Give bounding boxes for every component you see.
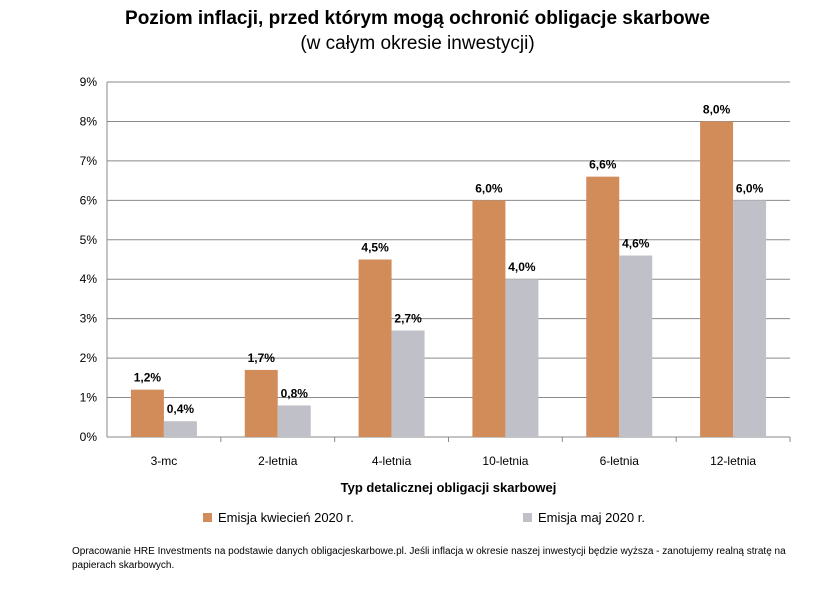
bar-april	[358, 259, 392, 437]
legend-swatch-may	[523, 513, 532, 522]
bar-april	[700, 121, 734, 437]
bar-april	[586, 176, 620, 437]
y-tick-label: 7%	[80, 154, 98, 168]
bar-may	[619, 255, 653, 437]
x-tick-label: 4-letnia	[372, 454, 412, 468]
bar-may	[733, 200, 767, 437]
data-label: 6,0%	[736, 181, 764, 195]
y-tick-label: 5%	[80, 233, 98, 247]
bar-may	[391, 330, 425, 437]
data-label: 0,8%	[281, 386, 309, 400]
chart-title: Poziom inflacji, przed którym mogą ochro…	[125, 8, 710, 29]
y-tick-label: 4%	[80, 272, 98, 286]
x-tick-label: 6-letnia	[600, 454, 640, 468]
data-label: 1,2%	[134, 371, 162, 385]
data-label: 0,4%	[167, 402, 195, 416]
data-label: 4,0%	[508, 260, 536, 274]
x-tick-label: 12-letnia	[710, 454, 756, 468]
data-label: 4,5%	[361, 241, 389, 255]
x-tick-label: 3-mc	[151, 454, 178, 468]
bar-april	[472, 200, 506, 437]
x-axis-title: Typ detalicznej obligacji skarbowej	[341, 480, 557, 495]
data-label: 6,0%	[475, 181, 503, 195]
data-label: 2,7%	[394, 312, 422, 326]
legend-label-april: Emisja kwiecień 2020 r.	[218, 510, 354, 525]
data-label: 1,7%	[248, 351, 276, 365]
bar-may	[277, 405, 311, 437]
y-tick-label: 1%	[80, 391, 98, 405]
y-tick-label: 9%	[80, 75, 98, 89]
chart-subtitle: (w całym okresie inwestycji)	[300, 33, 535, 54]
y-tick-label: 0%	[80, 430, 98, 444]
y-tick-label: 8%	[80, 114, 98, 128]
y-tick-label: 2%	[80, 351, 98, 365]
data-label: 6,6%	[589, 158, 617, 172]
bar-april	[130, 389, 164, 437]
y-tick-label: 6%	[80, 193, 98, 207]
legend-label-may: Emisja maj 2020 r.	[538, 510, 645, 525]
y-tick-label: 3%	[80, 312, 98, 326]
x-tick-label: 10-letnia	[482, 454, 528, 468]
bar-april	[244, 369, 278, 437]
x-tick-label: 2-letnia	[258, 454, 298, 468]
bar-chart: 0% 1% 2% 3% 4% 5% 6% 7% 8% 9% 1,2% 0,4% 3-mc 1,7% 0,8%…	[80, 75, 791, 495]
bar-may	[163, 421, 197, 437]
bar-may	[505, 279, 539, 437]
data-label: 8,0%	[703, 102, 731, 116]
legend-item-may: Emisja maj 2020 r.	[523, 510, 645, 525]
data-label: 4,6%	[622, 237, 650, 251]
legend-swatch-april	[203, 513, 212, 522]
footnote: Opracowanie HRE Investments na podstawie…	[72, 546, 786, 571]
legend-item-april: Emisja kwiecień 2020 r.	[203, 510, 354, 525]
